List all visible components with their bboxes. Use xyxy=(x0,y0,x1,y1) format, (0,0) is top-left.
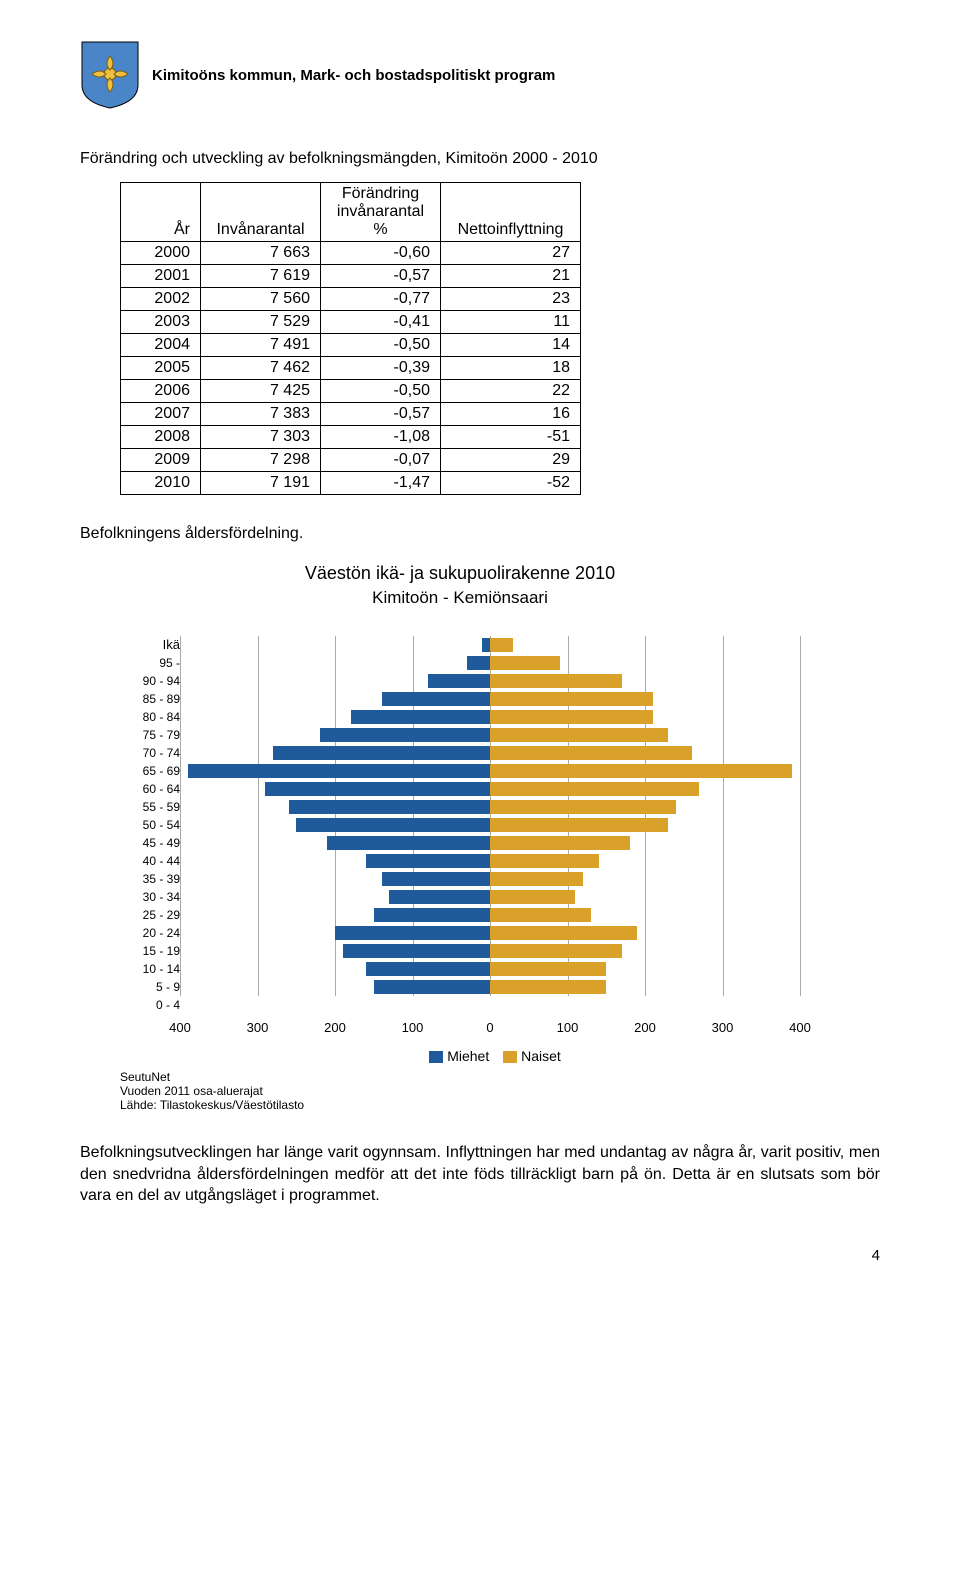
table-row: 20087 303-1,08-51 xyxy=(121,426,581,449)
table-row: 20077 383-0,5716 xyxy=(121,403,581,426)
x-axis: 4003002001000100200300400 xyxy=(180,1018,800,1040)
col-net: Nettoinflyttning xyxy=(441,183,581,242)
col-inv: Invånarantal xyxy=(201,183,321,242)
chart-subtitle: Kimitoön - Kemiönsaari xyxy=(120,588,800,608)
legend-label-n: Naiset xyxy=(521,1048,561,1064)
col-year: År xyxy=(121,183,201,242)
table-row: 20027 560-0,7723 xyxy=(121,288,581,311)
section-title: Förändring och utveckling av befolknings… xyxy=(80,150,880,168)
age-axis: Ikä 95 -90 - 9485 - 8980 - 8475 - 7970 -… xyxy=(120,616,180,1014)
header-title: Kimitoöns kommun, Mark- och bostadspolit… xyxy=(152,67,555,84)
population-pyramid: Väestön ikä- ja sukupuolirakenne 2010 Ki… xyxy=(120,563,880,1112)
pyramid-bars xyxy=(180,616,800,996)
table-row: 20037 529-0,4111 xyxy=(121,311,581,334)
table-row: 20047 491-0,5014 xyxy=(121,334,581,357)
table-row: 20097 298-0,0729 xyxy=(121,449,581,472)
body-paragraph: Befolkningsutvecklingen har länge varit … xyxy=(80,1142,880,1207)
legend-swatch-n xyxy=(503,1051,517,1063)
table-row: 20107 191-1,47-52 xyxy=(121,472,581,495)
sub-heading: Befolkningens åldersfördelning. xyxy=(80,525,880,543)
table-row: 20057 462-0,3918 xyxy=(121,357,581,380)
table-row: 20017 619-0,5721 xyxy=(121,265,581,288)
page-header: Kimitoöns kommun, Mark- och bostadspolit… xyxy=(80,40,880,110)
table-row: 20067 425-0,5022 xyxy=(121,380,581,403)
legend-label-m: Miehet xyxy=(447,1048,489,1064)
population-table: År Invånarantal Förändring invånarantal … xyxy=(120,182,581,495)
chart-legend: Miehet Naiset xyxy=(180,1048,800,1064)
chart-title: Väestön ikä- ja sukupuolirakenne 2010 xyxy=(120,563,800,584)
col-pct: Förändring invånarantal % xyxy=(321,183,441,242)
coat-of-arms-icon xyxy=(80,40,140,110)
table-row: 20007 663-0,6027 xyxy=(121,242,581,265)
page-number: 4 xyxy=(80,1247,880,1264)
chart-source: SeutuNet Vuoden 2011 osa-aluerajat Lähde… xyxy=(120,1070,880,1112)
legend-swatch-m xyxy=(429,1051,443,1063)
